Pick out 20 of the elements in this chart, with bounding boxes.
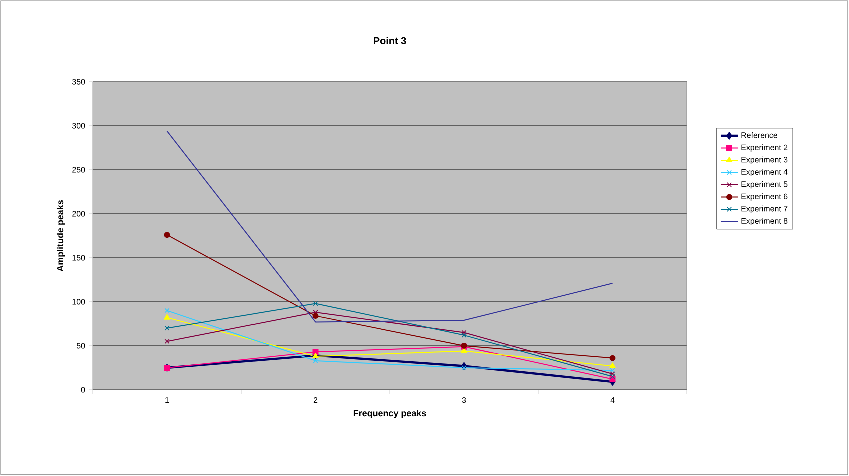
point [610,355,616,362]
point [312,313,319,320]
point [164,232,170,238]
point [313,301,318,306]
chart-title: Point 3 [374,37,406,44]
point [313,358,318,364]
point [610,374,616,380]
point [610,368,616,374]
point [164,314,170,320]
point [462,365,467,370]
point [164,339,170,344]
point [610,362,616,368]
point [164,326,170,331]
point [610,372,616,377]
point [462,332,467,338]
line-series [166,130,614,323]
point [462,330,467,336]
x-axis-title: Frequency peaks [354,410,426,418]
y-axis-title: Amplitude peaks [56,200,66,272]
point [164,308,170,314]
